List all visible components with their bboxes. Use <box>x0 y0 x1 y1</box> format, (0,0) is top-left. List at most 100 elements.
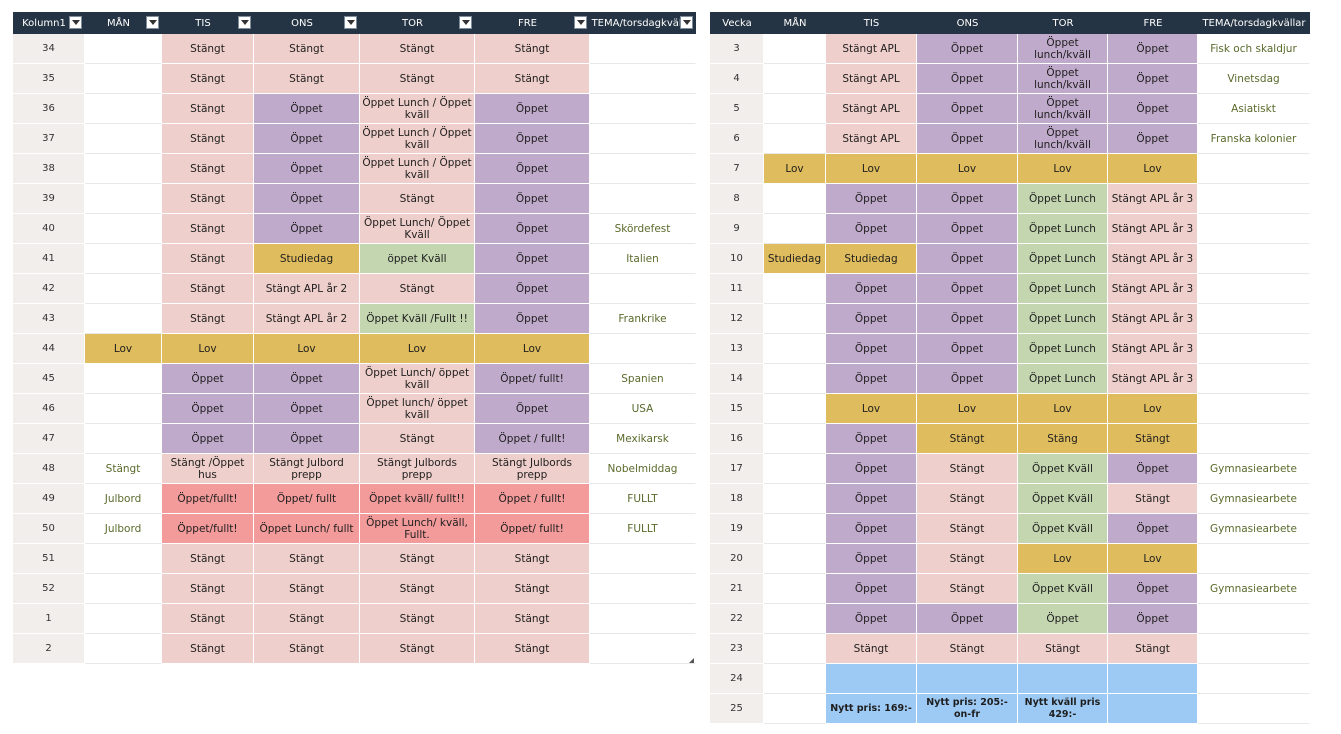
tor-cell[interactable]: Öppet Lunch/ kväll, Fullt. <box>360 514 475 544</box>
tor-cell[interactable]: Öppet lunch/kväll <box>1018 64 1108 94</box>
mon-cell[interactable] <box>85 34 162 64</box>
fre-cell[interactable] <box>1108 694 1198 724</box>
tema-cell[interactable] <box>1198 664 1310 694</box>
tema-cell[interactable] <box>1198 424 1310 454</box>
ons-cell[interactable]: Öppet <box>254 124 360 154</box>
ons-cell[interactable]: Öppet Lunch/ fullt <box>254 514 360 544</box>
tis-cell[interactable]: Studiedag <box>826 244 917 274</box>
ons-cell[interactable]: Studiedag <box>254 244 360 274</box>
week-cell[interactable]: 25 <box>710 694 764 724</box>
tor-cell[interactable]: Stängt <box>360 274 475 304</box>
fre-cell[interactable]: Öppet / fullt! <box>475 484 590 514</box>
ons-cell[interactable]: Öppet <box>917 94 1018 124</box>
tema-cell[interactable] <box>1198 634 1310 664</box>
tema-cell[interactable]: Italien <box>590 244 696 274</box>
tor-cell[interactable]: Stängt <box>360 64 475 94</box>
fre-cell[interactable]: Öppet <box>1108 124 1198 154</box>
tis-cell[interactable]: Lov <box>826 394 917 424</box>
fre-cell[interactable]: Stängt APL år 3 <box>1108 184 1198 214</box>
tor-cell[interactable]: Lov <box>1018 154 1108 184</box>
fre-cell[interactable]: Öppet <box>475 184 590 214</box>
mon-cell[interactable]: Julbord <box>85 484 162 514</box>
week-cell[interactable]: 34 <box>13 34 85 64</box>
ons-cell[interactable]: Stängt Julbord prepp <box>254 454 360 484</box>
tor-cell[interactable]: Öppet <box>1018 604 1108 634</box>
ons-cell[interactable]: Stängt <box>917 484 1018 514</box>
tema-cell[interactable] <box>1198 604 1310 634</box>
week-cell[interactable]: 19 <box>710 514 764 544</box>
tema-cell[interactable]: Frankrike <box>590 304 696 334</box>
ons-cell[interactable]: Öppet <box>917 64 1018 94</box>
ons-cell[interactable]: Stängt <box>917 634 1018 664</box>
ons-cell[interactable]: Stängt <box>254 574 360 604</box>
tema-cell[interactable]: Nobelmiddag <box>590 454 696 484</box>
tor-cell[interactable]: Stängt <box>360 184 475 214</box>
mon-cell[interactable] <box>85 274 162 304</box>
ons-cell[interactable]: Öppet <box>917 304 1018 334</box>
week-cell[interactable]: 38 <box>13 154 85 184</box>
tor-cell[interactable]: Öppet Lunch <box>1018 274 1108 304</box>
tis-cell[interactable]: Nytt pris: 169:- <box>826 694 917 724</box>
mon-cell[interactable] <box>85 634 162 664</box>
week-cell[interactable]: 50 <box>13 514 85 544</box>
tema-cell[interactable] <box>590 154 696 184</box>
fre-cell[interactable]: Öppet <box>1108 574 1198 604</box>
tema-cell[interactable] <box>590 64 696 94</box>
tema-cell[interactable] <box>1198 364 1310 394</box>
mon-cell[interactable] <box>85 184 162 214</box>
week-cell[interactable]: 5 <box>710 94 764 124</box>
week-cell[interactable]: 4 <box>710 64 764 94</box>
mon-cell[interactable] <box>764 694 826 724</box>
mon-cell[interactable] <box>85 94 162 124</box>
tema-cell[interactable] <box>1198 244 1310 274</box>
mon-cell[interactable] <box>764 304 826 334</box>
week-cell[interactable]: 43 <box>13 304 85 334</box>
mon-cell[interactable] <box>764 634 826 664</box>
mon-cell[interactable] <box>764 94 826 124</box>
tor-cell[interactable]: Öppet Kväll <box>1018 454 1108 484</box>
filter-dropdown-icon[interactable] <box>146 16 159 29</box>
fre-cell[interactable]: Stängt <box>475 64 590 94</box>
tis-cell[interactable]: Öppet <box>826 604 917 634</box>
tor-cell[interactable] <box>1018 664 1108 694</box>
ons-cell[interactable]: Stängt APL år 2 <box>254 274 360 304</box>
tema-cell[interactable] <box>1198 304 1310 334</box>
tema-cell[interactable]: Vinetsdag <box>1198 64 1310 94</box>
ons-cell[interactable]: Öppet <box>917 364 1018 394</box>
tis-cell[interactable]: Stängt <box>162 64 254 94</box>
fre-cell[interactable]: Stängt <box>475 604 590 634</box>
week-cell[interactable]: 37 <box>13 124 85 154</box>
table-resize-handle-icon[interactable] <box>689 658 694 663</box>
fre-cell[interactable]: Stängt <box>475 544 590 574</box>
tor-cell[interactable]: Lov <box>360 334 475 364</box>
tis-cell[interactable]: Öppet <box>826 364 917 394</box>
ons-cell[interactable]: Öppet <box>917 124 1018 154</box>
mon-cell[interactable] <box>764 664 826 694</box>
tor-cell[interactable]: Öppet Lunch <box>1018 364 1108 394</box>
tis-cell[interactable]: Öppet/fullt! <box>162 514 254 544</box>
week-cell[interactable]: 14 <box>710 364 764 394</box>
tis-cell[interactable]: Öppet <box>162 424 254 454</box>
ons-cell[interactable]: Öppet <box>917 334 1018 364</box>
mon-cell[interactable] <box>764 364 826 394</box>
tema-cell[interactable] <box>590 544 696 574</box>
ons-cell[interactable]: Öppet <box>917 184 1018 214</box>
tor-cell[interactable]: Stängt <box>360 34 475 64</box>
fre-cell[interactable]: Öppet <box>475 304 590 334</box>
tis-cell[interactable]: Stängt <box>162 544 254 574</box>
week-cell[interactable]: 24 <box>710 664 764 694</box>
mon-cell[interactable] <box>764 124 826 154</box>
tis-cell[interactable]: Stängt <box>826 634 917 664</box>
fre-cell[interactable]: Stängt APL år 3 <box>1108 244 1198 274</box>
tor-cell[interactable]: Stängt Julbords prepp <box>360 454 475 484</box>
week-cell[interactable]: 3 <box>710 34 764 64</box>
fre-cell[interactable]: Öppet <box>475 214 590 244</box>
ons-cell[interactable]: Stängt APL år 2 <box>254 304 360 334</box>
tema-cell[interactable] <box>1198 544 1310 574</box>
mon-cell[interactable] <box>764 394 826 424</box>
filter-dropdown-icon[interactable] <box>680 16 693 29</box>
week-cell[interactable]: 21 <box>710 574 764 604</box>
ons-cell[interactable]: Lov <box>917 394 1018 424</box>
tema-cell[interactable]: Franska kolonier <box>1198 124 1310 154</box>
tema-cell[interactable] <box>590 574 696 604</box>
